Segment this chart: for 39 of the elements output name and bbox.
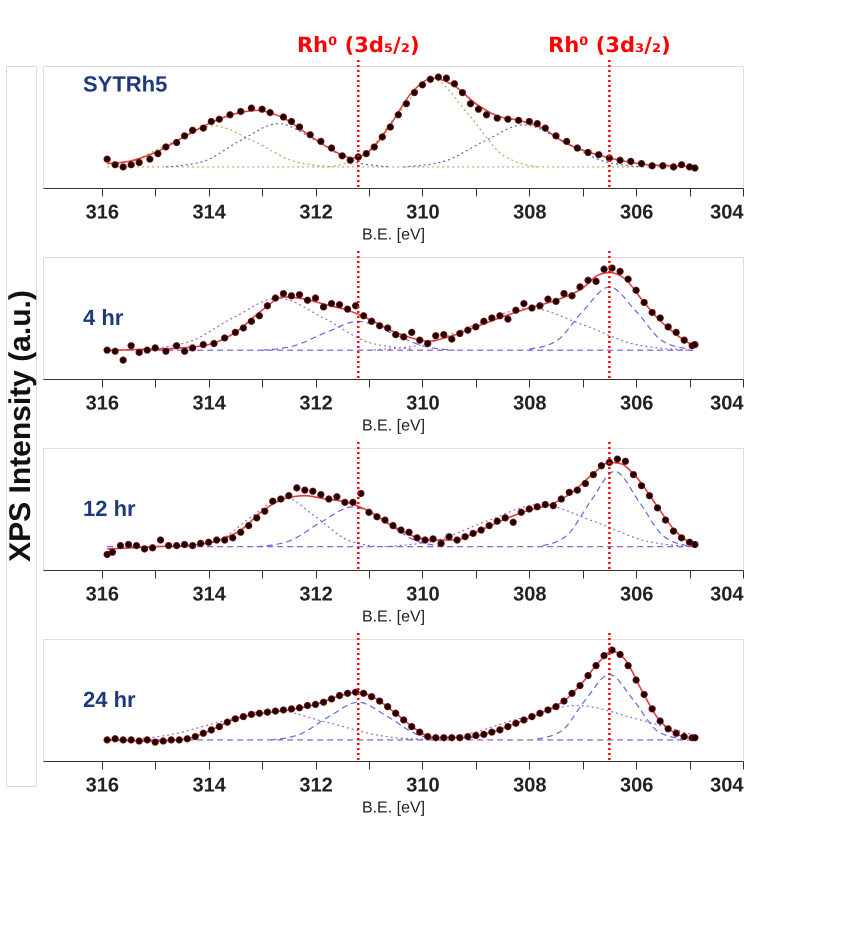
x-tick-label: 316 [86,774,119,796]
x-tick-label: 308 [513,202,546,224]
x-tick-label: 314 [192,392,227,414]
x-tick-label: 306 [620,392,654,414]
x-tick-label: 312 [299,774,333,796]
x-tick-label: 314 [192,584,227,606]
x-tick-label: 310 [406,392,440,414]
x-tick-label: 312 [299,202,333,224]
x-tick-label: 306 [620,584,654,606]
x-tick-label: 304 [710,584,744,606]
x-tick-label: 308 [513,774,546,796]
ref-line-label: Rh⁰ (3d₃/₂) [548,33,671,57]
x-tick-label: 314 [192,202,227,224]
annotation: 24 hr [83,687,136,712]
x-tick-label: 312 [299,392,333,414]
ref-line-label: Rh⁰ (3d₅/₂) [296,33,420,57]
x-tick-label: 310 [406,202,440,224]
x-tick-label: 310 [406,774,440,796]
x-tick-label: 304 [710,392,744,414]
x-tick-label: 304 [710,774,744,796]
x-tick-label: 316 [86,584,119,606]
x-tick-label: 310 [406,584,440,606]
x-axis-title: B.E. [eV] [362,226,426,244]
x-axis-title: B.E. [eV] [362,608,426,626]
x-axis-title: B.E. [eV] [362,800,426,816]
x-tick-label: 306 [620,774,654,796]
x-axis-title: B.E. [eV] [362,418,426,434]
x-tick-label: 308 [513,584,546,606]
y-axis-title: XPS Intensity (a.u.) [4,290,37,562]
x-tick-label: 316 [86,202,119,224]
x-tick-label: 316 [86,392,119,414]
x-tick-label: 304 [710,202,744,224]
x-tick-label: 306 [620,202,654,224]
annotation: SYTRh5 [83,71,168,96]
annotation: 12 hr [83,496,136,521]
x-tick-label: 312 [299,584,333,606]
x-tick-label: 314 [192,774,227,796]
annotation: 4 hr [83,305,124,330]
x-tick-label: 308 [513,392,546,414]
